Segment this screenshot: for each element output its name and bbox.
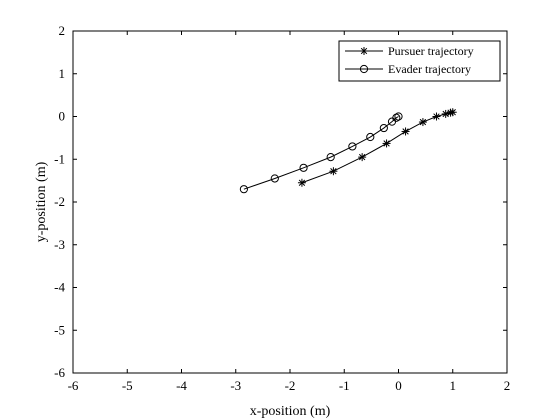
pursuer-trajectory-point [432, 112, 441, 121]
plot-area [72, 30, 508, 374]
y-tick-label: -3 [54, 237, 65, 252]
x-tick-label: 1 [450, 378, 457, 393]
asterisk-stroke [383, 140, 390, 147]
legend-entry-pursuer-trajectory: Pursuer trajectory [345, 44, 474, 58]
pursuer-trajectory-line [301, 111, 453, 184]
evader-trajectory-point [392, 113, 401, 122]
asterisk-stroke [330, 168, 337, 175]
evader-trajectory-point [239, 185, 248, 194]
evader-trajectory-point [299, 163, 308, 172]
series-pursuer-trajectory [297, 108, 457, 187]
x-tick-label: -2 [285, 378, 296, 393]
y-tick-label: -1 [54, 151, 65, 166]
x-tick-label: -6 [68, 378, 79, 393]
asterisk-stroke [298, 179, 306, 186]
series-evader-trajectory [239, 112, 403, 194]
legend-marker [359, 64, 369, 74]
asterisk-stroke [360, 47, 368, 55]
asterisk-stroke [442, 110, 449, 118]
pursuer-trajectory-point [441, 109, 450, 118]
y-tick-label: 1 [59, 66, 66, 81]
y-tick-label: -5 [54, 322, 65, 337]
x-tick-label: -4 [176, 378, 187, 393]
evader-trajectory-point [270, 174, 279, 183]
series-layer [239, 108, 457, 194]
y-tick-label: -4 [54, 280, 65, 295]
legend-box [338, 40, 501, 82]
evader-trajectory-point [326, 153, 335, 162]
y-tick-label: -2 [54, 194, 65, 209]
evader-trajectory-point [366, 132, 375, 142]
legend-entry-evader-trajectory: Evader trajectory [345, 62, 471, 76]
pursuer-trajectory-point [329, 167, 338, 176]
asterisk-stroke [419, 118, 427, 126]
x-tick-label: -1 [339, 378, 350, 393]
legend-label: Evader trajectory [388, 62, 471, 76]
ticks: -6 -5 -4 -3 -2 -1 0 1 2 2 1 0 -1 -2 -3 -4 -5 -6 [54, 23, 510, 393]
x-tick-label: -3 [230, 378, 241, 393]
legend-marker [360, 47, 368, 55]
legend: Pursuer trajectory Evader trajectory [338, 40, 501, 82]
evader-trajectory-point [394, 112, 403, 121]
x-axis-title: x-position (m) [250, 404, 331, 419]
evader-trajectory-line [243, 116, 399, 190]
x-tick-label: 2 [504, 378, 511, 393]
pursuer-trajectory-point [418, 118, 427, 127]
evader-trajectory-point [348, 142, 357, 151]
y-axis-title: y-position (m) [34, 161, 49, 242]
x-tick-label: -5 [122, 378, 133, 393]
y-tick-label: 2 [59, 23, 66, 38]
pursuer-trajectory-point [401, 127, 410, 136]
y-tick-label: 0 [59, 109, 66, 124]
asterisk-stroke [402, 128, 409, 135]
pursuer-trajectory-point [297, 178, 306, 187]
asterisk-stroke [433, 113, 440, 120]
pursuer-trajectory-point [358, 153, 367, 162]
legend-label: Pursuer trajectory [388, 44, 474, 58]
y-tick-label: -6 [54, 365, 65, 380]
asterisk-stroke [449, 109, 456, 116]
evader-trajectory-point [379, 123, 388, 133]
asterisk-stroke [358, 153, 366, 161]
x-tick-label: 0 [395, 378, 402, 393]
pursuer-trajectory-point [382, 139, 391, 148]
pursuer-trajectory-point [448, 108, 457, 117]
